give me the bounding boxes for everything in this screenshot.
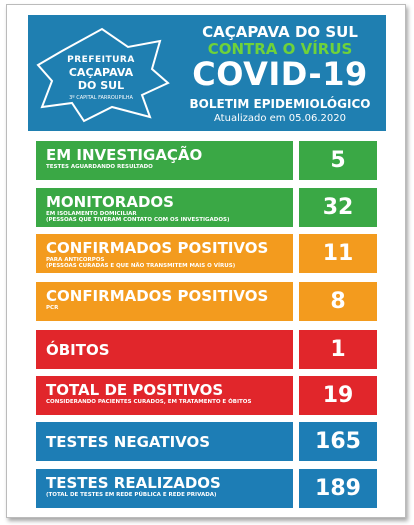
label-box: CONFIRMADOS POSITIVOS PCR — [36, 282, 293, 321]
value: 5 — [299, 141, 377, 180]
logo-text: DO SUL — [77, 79, 125, 92]
label: TESTES NEGATIVOS — [46, 433, 211, 451]
slogan: CONTRA O VÍRUS — [207, 40, 353, 58]
logo-text: PREFEITURA — [67, 55, 135, 65]
note: PARA ANTICORPOS — [46, 257, 105, 263]
note: (PESSOAS CURADAS E QUE NÃO TRANSMITEM MA… — [46, 263, 236, 269]
header: PREFEITURA CAÇAPAVA DO SUL 3º CAPITAL FA… — [28, 15, 386, 131]
updated: Atualizado em 05.06.2020 — [214, 113, 346, 124]
city: CAÇAPAVA DO SUL — [202, 23, 358, 41]
label-box: TESTES REALIZADOS (TOTAL DE TESTES EM RED… — [36, 469, 293, 508]
value: 8 — [299, 282, 377, 321]
title: COVID-19 — [192, 55, 368, 93]
label-box: EM INVESTIGAÇÃO TESTES AGUARDANDO RESULTA… — [36, 141, 293, 180]
value: 11 — [299, 234, 377, 273]
label: MONITORADOS — [46, 193, 174, 211]
label-box: CONFIRMADOS POSITIVOS PARA ANTICORPOS (PES… — [36, 234, 293, 273]
label: CONFIRMADOS POSITIVOS — [46, 239, 269, 257]
note: CONSIDERANDO PACIENTES CURADOS, EM TRATA… — [46, 399, 252, 405]
label-box: ÓBITOS — [36, 330, 293, 369]
value: 19 — [299, 376, 377, 415]
note: (TOTAL DE TESTES EM REDE PÚBLICA E REDE … — [46, 492, 217, 498]
label: TOTAL DE POSITIVOS — [46, 381, 224, 399]
label-box: TOTAL DE POSITIVOS CONSIDERANDO PACIENTES… — [36, 376, 293, 415]
value: 165 — [299, 422, 377, 461]
value: 32 — [299, 188, 377, 227]
frame: PREFEITURA CAÇAPAVA DO SUL 3º CAPITAL FA… — [6, 4, 406, 518]
label: TESTES REALIZADOS — [46, 474, 221, 492]
label-box: MONITORADOS EM ISOLAMENTO DOMICILIAR (PESS… — [36, 188, 293, 227]
note: (PESSOAS QUE TIVERAM CONTATO COM OS INVE… — [46, 217, 230, 223]
logo-outline — [36, 27, 170, 123]
label: EM INVESTIGAÇÃO — [46, 146, 203, 164]
note: PCR — [46, 305, 59, 311]
logo-text: CAÇAPAVA — [68, 66, 134, 79]
note: TESTES AGUARDANDO RESULTADO — [46, 164, 153, 170]
label-box: TESTES NEGATIVOS — [36, 422, 293, 461]
value: 189 — [299, 469, 377, 508]
value: 1 — [299, 330, 377, 369]
label: CONFIRMADOS POSITIVOS — [46, 287, 269, 305]
label: ÓBITOS — [46, 341, 110, 359]
logo-text: 3º CAPITAL FARROUPILHA — [69, 95, 133, 101]
note: EM ISOLAMENTO DOMICILIAR — [46, 211, 137, 217]
subtitle: BOLETIM EPIDEMIOLÓGICO — [189, 97, 371, 111]
